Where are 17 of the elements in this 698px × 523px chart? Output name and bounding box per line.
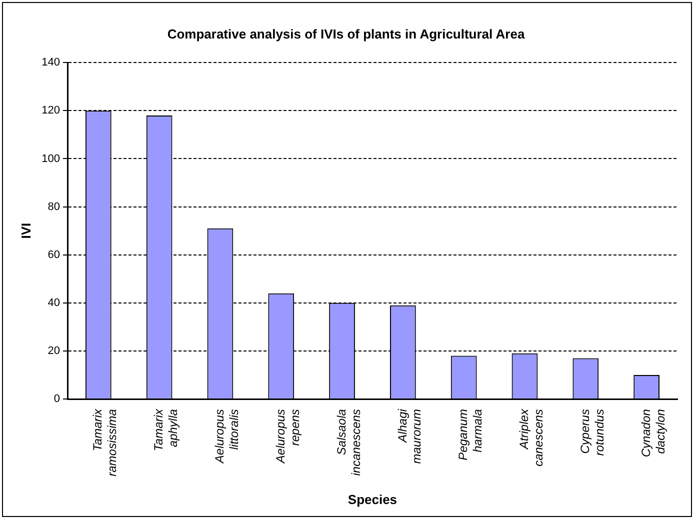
y-tick-label: 100	[42, 152, 60, 165]
y-tick-label: 80	[48, 200, 60, 213]
chart-title: Comparative analysis of IVIs of plants in Agricultural Area	[167, 26, 526, 42]
y-tick-label: 40	[48, 296, 60, 309]
x-tick-label: Aeluropus repens	[273, 409, 302, 464]
y-axis-title: IVI	[18, 222, 34, 239]
x-tick-label: Peganum harmala	[456, 408, 485, 460]
x-tick-label: Aeluropus littoralis	[212, 409, 241, 464]
x-tick-label: Cynadon dactylon	[638, 408, 668, 458]
y-tick-label: 120	[42, 104, 60, 117]
y-tick-label: 140	[42, 56, 60, 69]
y-tick-label: 20	[48, 345, 60, 358]
x-tick-label: Tamarix ramosissima	[90, 408, 120, 476]
x-tick-label: Tamarix aphylla	[152, 408, 180, 452]
x-axis-title: Species	[348, 492, 398, 507]
y-tick-label: 0	[54, 393, 60, 406]
y-tick-label: 60	[48, 248, 60, 261]
